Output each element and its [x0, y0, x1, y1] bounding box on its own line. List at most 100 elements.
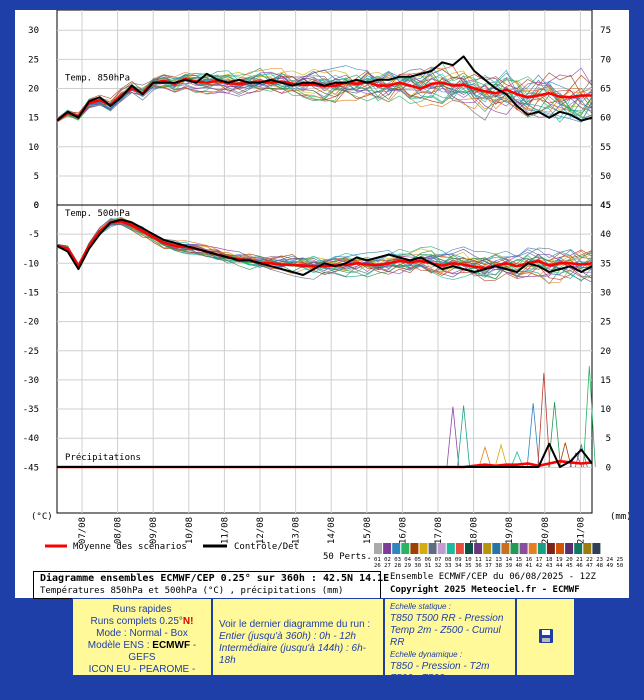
new-badge: N! [182, 616, 194, 627]
legend-pert-numbers-2: 26 27 28 29 30 31 32 33 34 35 36 37 38 3… [374, 563, 623, 569]
control-line-t500 [56, 218, 593, 276]
control-line-t850 [56, 55, 593, 122]
member-precip-spike [526, 403, 540, 468]
copyright: Copyright 2025 Meteociel.fr - ECMWF [390, 585, 580, 595]
nav-bar: Runs rapides Runs complets 0.25°N! Mode … [72, 598, 575, 699]
x-tick-label: 09/08 [149, 517, 159, 544]
y-right-tick-t850: 70 [600, 55, 611, 65]
y-right-tick-t850: 55 [600, 143, 611, 153]
panel-title-t500: Temp. 500hPa [65, 209, 130, 219]
y-right-tick-t500: 45 [600, 201, 611, 211]
y-left-tick-t500: -30 [23, 376, 39, 386]
voir-label: Voir le dernier diagramme du run : [219, 619, 371, 630]
y-left-tick-t500: -20 [23, 318, 39, 328]
y-right-tick-t850: 75 [600, 26, 611, 36]
model-line: Modèle ENS : ECMWF - GEFS [73, 640, 211, 664]
member-line-t850 [56, 72, 593, 121]
link-static-1[interactable]: T850 T500 RR - Pression [390, 613, 504, 624]
member-line-t850 [56, 77, 593, 121]
legend-pert-swatch [428, 543, 437, 554]
unit-left-label: (°C) [31, 512, 53, 522]
legend-pert-swatch [474, 543, 483, 554]
y-left-tick-t500: -10 [23, 259, 39, 269]
link-runs-complets[interactable]: Runs complets 0.25° [90, 616, 183, 627]
legend-pert-swatch [455, 543, 464, 554]
legend-pert-swatch [483, 543, 492, 554]
legend-pert-swatch [419, 543, 428, 554]
y-left-tick-t850: 5 [34, 172, 39, 182]
member-precip-spike [510, 450, 524, 468]
y-left-tick-t850: 15 [28, 114, 39, 124]
member-precip-spike [582, 366, 596, 468]
mean-line-t500 [56, 220, 593, 270]
y-left-tick-t850: 25 [28, 55, 39, 65]
member-precip-spike [494, 443, 508, 468]
y-left-tick-t500: -25 [23, 347, 39, 357]
y-left-tick-t500: -5 [28, 230, 39, 240]
member-line-t850 [56, 69, 593, 120]
link-model-gefs[interactable]: - GEFS [128, 640, 197, 663]
legend-pert-swatch [528, 543, 537, 554]
echelle-dynamique-label: Echelle dynamique : [390, 650, 463, 659]
x-tick-label: 21/08 [576, 517, 586, 544]
y-right-tick-t500: 40 [600, 230, 611, 240]
chart-title: Diagramme ensembles ECMWF/CEP 0.25° sur … [40, 573, 390, 584]
member-precip-spike [558, 442, 572, 468]
panel-title-precip: Précipitations [65, 452, 141, 463]
member-precip-spike [537, 373, 551, 468]
nav-scales: Echelle statique : T850 T500 RR - Pressi… [384, 598, 516, 684]
legend-pert-swatch [492, 543, 501, 554]
legend-mean-label: Moyenne des scénarios [73, 541, 187, 552]
y-left-tick-t850: 30 [28, 26, 39, 36]
legend-pert-swatch [556, 543, 564, 554]
member-line-t850 [56, 67, 593, 123]
save-icon[interactable] [538, 628, 554, 644]
legend-pert-swatch [574, 543, 583, 554]
link-runs-rapides[interactable]: Runs rapides [112, 604, 172, 615]
echelle-statique-label: Echelle statique : [390, 602, 451, 611]
x-tick-label: 15/08 [363, 517, 373, 544]
x-tick-label: 08/08 [114, 517, 124, 544]
member-precip-spike [478, 445, 492, 468]
link-models-line2[interactable]: ICON EU - PEAROME - PEARP [88, 664, 196, 687]
legend-pert-swatch [392, 543, 401, 554]
link-intermediaire[interactable]: Intermédiaire (jusqu'à 144h) : 6h- 18h [219, 643, 366, 666]
y-right-tick-t850: 60 [600, 114, 611, 124]
model-ecmwf-active: ECMWF [152, 640, 191, 651]
legend-control-label: Contrôle/Det [234, 541, 299, 552]
y-right-tick-t500: 30 [600, 288, 611, 298]
link-static-2[interactable]: Temp 2m - Z500 - Cumul RR [390, 625, 501, 648]
y-right-tick-t500: 35 [600, 259, 611, 269]
x-tick-label: 17/08 [434, 517, 444, 544]
legend-pert-swatch [446, 543, 455, 554]
member-precip-spike [457, 405, 470, 468]
legend-pert-swatch [437, 543, 446, 554]
y-right-tick-t500: 0 [606, 463, 611, 473]
legend-pert-swatch [501, 543, 510, 554]
x-tick-label: 19/08 [505, 517, 515, 544]
panel-title-t850: Temp. 850hPa [65, 74, 130, 84]
x-tick-label: 16/08 [398, 517, 408, 544]
y-right-tick-t850: 65 [600, 85, 611, 95]
link-entier[interactable]: Entier (jusqu'à 360h) : 0h - 12h [219, 631, 356, 642]
member-line-t850 [56, 68, 593, 120]
link-dyn-1[interactable]: T850 - Pression - T2m [390, 661, 490, 672]
link-mode[interactable]: Mode : Normal - Box [96, 628, 188, 639]
y-right-tick-t500: 20 [600, 347, 611, 357]
link-dyn-2[interactable]: Z500 - T500 [390, 673, 445, 684]
x-tick-label: 14/08 [327, 517, 337, 544]
legend-pert-swatch [374, 543, 382, 554]
legend-pert-swatch [583, 543, 592, 554]
x-tick-label: 11/08 [220, 517, 230, 544]
legend-pert-swatch [401, 543, 410, 554]
x-tick-label: 10/08 [185, 517, 195, 544]
y-right-tick-t850: 45 [600, 201, 611, 211]
link-models-line3[interactable]: MOGREPS - ENSGEM [90, 688, 194, 699]
ensemble-chart: 07/08 08/08 09/08 10/08 11/08 12/08 13/08 14/08… [23, 10, 629, 569]
legend-pert-swatch [465, 543, 473, 554]
legend-pert-swatch [510, 543, 519, 554]
legend-pert-swatch [519, 543, 528, 554]
legend-perts-label: 50 Perts. [323, 552, 372, 562]
y-left-tick-t500: 0 [34, 201, 39, 211]
control-line-precip [57, 442, 593, 468]
